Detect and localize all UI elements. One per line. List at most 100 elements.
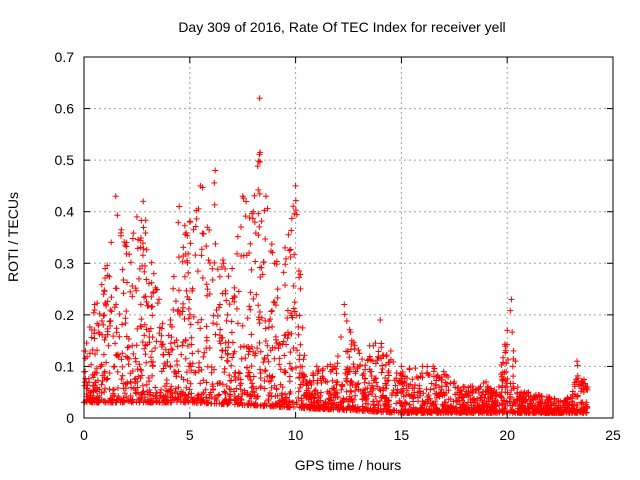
data-point	[516, 393, 523, 400]
data-point	[393, 375, 400, 382]
data-point	[485, 401, 492, 408]
data-point	[129, 282, 136, 289]
data-point	[100, 351, 107, 358]
data-point	[296, 374, 303, 381]
data-point	[484, 404, 491, 411]
data-point	[170, 285, 177, 292]
data-point	[98, 381, 105, 388]
data-point	[233, 250, 240, 257]
data-point	[140, 224, 147, 231]
data-point	[200, 230, 207, 237]
data-point	[238, 355, 245, 362]
data-point	[209, 277, 216, 284]
data-point	[563, 409, 570, 416]
data-point	[247, 377, 254, 384]
data-point	[401, 408, 408, 415]
data-point	[261, 377, 268, 384]
data-point	[234, 233, 241, 240]
data-point	[210, 386, 217, 393]
data-point	[202, 386, 209, 393]
data-point	[375, 348, 382, 355]
data-point	[94, 385, 101, 392]
data-point	[136, 361, 143, 368]
data-point	[285, 231, 292, 238]
y-axis-label: ROTI / TECUs	[5, 192, 21, 282]
data-point	[430, 385, 437, 392]
data-point	[355, 380, 362, 387]
data-point	[185, 269, 192, 276]
data-point	[182, 251, 189, 258]
data-point	[284, 335, 291, 342]
data-point	[469, 390, 476, 397]
data-point	[192, 252, 199, 259]
data-point	[366, 342, 373, 349]
data-point	[508, 387, 515, 394]
data-point	[212, 240, 219, 247]
data-point	[396, 397, 403, 404]
data-point	[112, 285, 119, 292]
data-point	[282, 255, 289, 262]
data-point	[271, 382, 278, 389]
data-point	[290, 282, 297, 289]
data-point	[213, 306, 220, 313]
data-point	[253, 385, 260, 392]
data-point	[288, 365, 295, 372]
data-point	[346, 393, 353, 400]
data-point	[222, 339, 229, 346]
data-point	[120, 395, 127, 402]
x-tick-labels: 0 5 10 15 20 25	[80, 427, 621, 443]
data-point	[417, 373, 424, 380]
data-point	[134, 245, 141, 252]
data-point	[140, 198, 147, 205]
data-point	[245, 400, 252, 407]
data-point	[139, 252, 146, 259]
data-point	[127, 259, 134, 266]
data-point	[256, 159, 263, 166]
data-point	[204, 224, 211, 231]
data-point	[286, 390, 293, 397]
data-point	[356, 407, 363, 414]
data-point	[424, 370, 431, 377]
data-point	[347, 387, 354, 394]
data-point	[86, 323, 93, 330]
data-point	[107, 307, 114, 314]
data-point	[291, 210, 298, 217]
data-point	[383, 351, 390, 358]
data-point	[216, 301, 223, 308]
data-point	[243, 252, 250, 259]
data-point	[96, 398, 103, 405]
data-point	[174, 361, 181, 368]
data-point	[188, 341, 195, 348]
y-tick-label: 0.6	[55, 101, 75, 117]
data-point	[149, 303, 156, 310]
data-point	[351, 396, 358, 403]
data-point	[276, 361, 283, 368]
data-point	[212, 331, 219, 338]
y-tick-label: 0.7	[55, 49, 75, 65]
data-point	[163, 376, 170, 383]
data-point	[261, 385, 268, 392]
data-point	[483, 378, 490, 385]
data-point	[238, 396, 245, 403]
data-point	[419, 363, 426, 370]
data-point	[179, 308, 186, 315]
data-point	[165, 349, 172, 356]
data-point	[192, 369, 199, 376]
data-point	[142, 293, 149, 300]
data-point	[584, 384, 591, 391]
data-point	[399, 375, 406, 382]
data-point	[225, 344, 232, 351]
data-point	[512, 358, 519, 365]
data-point	[195, 205, 202, 212]
data-point	[93, 369, 100, 376]
data-point	[143, 381, 150, 388]
data-point	[301, 372, 308, 379]
data-point	[542, 409, 549, 416]
data-point	[83, 340, 90, 347]
data-point	[247, 306, 254, 313]
data-point	[477, 408, 484, 415]
data-point	[350, 406, 357, 413]
data-point	[248, 343, 255, 350]
data-point	[94, 320, 101, 327]
data-point	[95, 399, 102, 406]
